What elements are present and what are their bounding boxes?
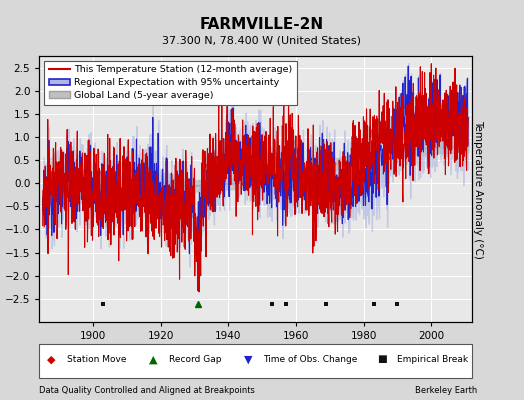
Text: ▼: ▼ [244,354,252,364]
Text: Time of Obs. Change: Time of Obs. Change [264,355,358,364]
Text: Data Quality Controlled and Aligned at Breakpoints: Data Quality Controlled and Aligned at B… [39,386,255,395]
Text: Record Gap: Record Gap [169,355,222,364]
Text: Empirical Break: Empirical Break [397,355,468,364]
Text: FARMVILLE-2N: FARMVILLE-2N [200,17,324,32]
Text: 37.300 N, 78.400 W (United States): 37.300 N, 78.400 W (United States) [162,36,362,46]
Text: ▲: ▲ [149,354,158,364]
Text: Station Move: Station Move [67,355,127,364]
Legend: This Temperature Station (12-month average), Regional Expectation with 95% uncer: This Temperature Station (12-month avera… [44,61,297,105]
Text: ◆: ◆ [47,354,56,364]
Text: ■: ■ [377,354,387,364]
Y-axis label: Temperature Anomaly (°C): Temperature Anomaly (°C) [473,120,483,258]
Text: Berkeley Earth: Berkeley Earth [414,386,477,395]
